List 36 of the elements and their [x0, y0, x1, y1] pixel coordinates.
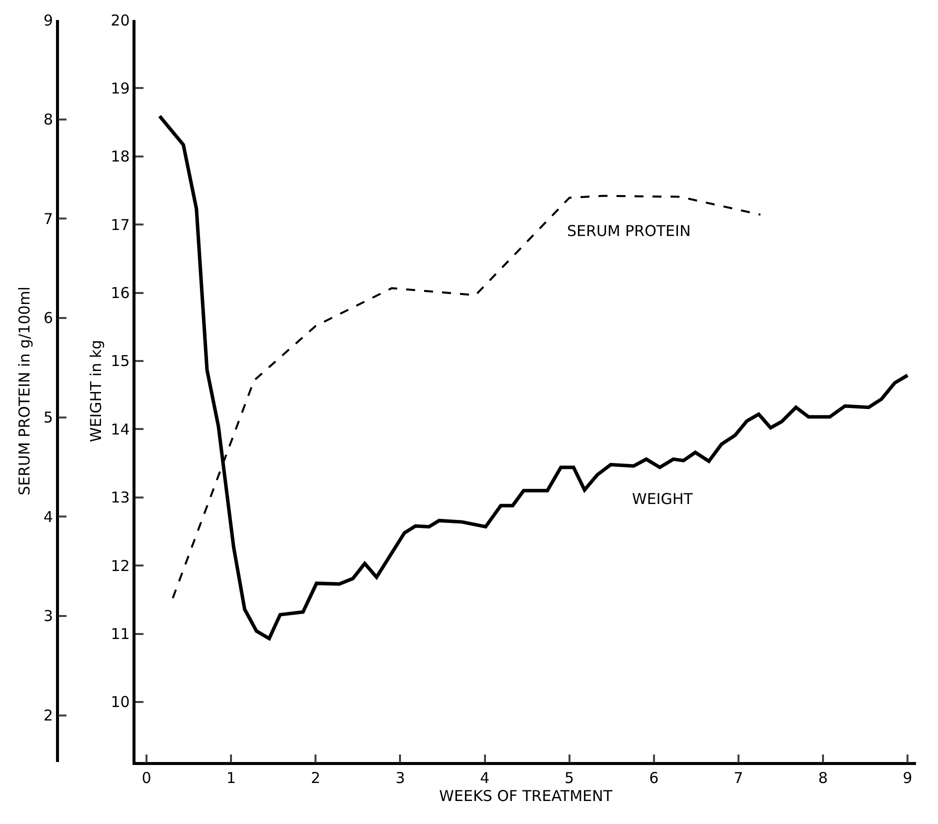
x-tick-label: 3 — [395, 768, 405, 787]
x-tick-label: 9 — [902, 768, 912, 787]
line-series — [158, 114, 910, 640]
y2-tick-label: 6 — [43, 309, 54, 328]
x-tick-label: 0 — [142, 768, 152, 787]
y-tick-label: 15 — [110, 352, 130, 370]
y-tick-label: 16 — [110, 284, 130, 302]
x-tick-label: 5 — [564, 768, 574, 787]
y2-tick-label: 7 — [43, 210, 54, 228]
y-tick-label: 11 — [110, 625, 130, 644]
y2-axis-title: SERUM PROTEIN in g/100ml — [16, 286, 34, 496]
y-tick-label: 20 — [110, 11, 130, 30]
y-tick-label: 17 — [110, 216, 130, 234]
x-tick-label: 4 — [480, 768, 490, 787]
y-tick-label: 10 — [110, 693, 130, 712]
y2-tick-label: 5 — [43, 408, 54, 427]
y-tick-label: 13 — [110, 488, 130, 507]
y-tick-label: 18 — [110, 148, 130, 166]
y2-tick-label: 3 — [43, 607, 54, 626]
y-axis-title: WEIGHT in kg — [86, 340, 105, 442]
series-label: WEIGHT — [632, 490, 694, 508]
x-tick-label: 2 — [310, 768, 320, 787]
y2-tick-label: 4 — [43, 508, 54, 526]
y2-tick-label: 2 — [43, 706, 54, 725]
x-tick-label: 1 — [226, 768, 236, 787]
x-tick-label: 6 — [649, 768, 659, 787]
x-tick-label: 8 — [818, 768, 828, 787]
y-tick-label: 12 — [110, 556, 130, 575]
y2-tick-label: 9 — [43, 11, 54, 30]
y-tick-label: 19 — [110, 79, 130, 98]
series-label: SERUM PROTEIN — [567, 222, 691, 240]
y-tick-label: 14 — [110, 420, 130, 438]
y2-tick-label: 8 — [43, 110, 54, 129]
x-axis-title: WEEKS OF TREATMENT — [439, 786, 614, 805]
x-tick-label: 7 — [734, 768, 744, 787]
line-series — [172, 194, 762, 600]
